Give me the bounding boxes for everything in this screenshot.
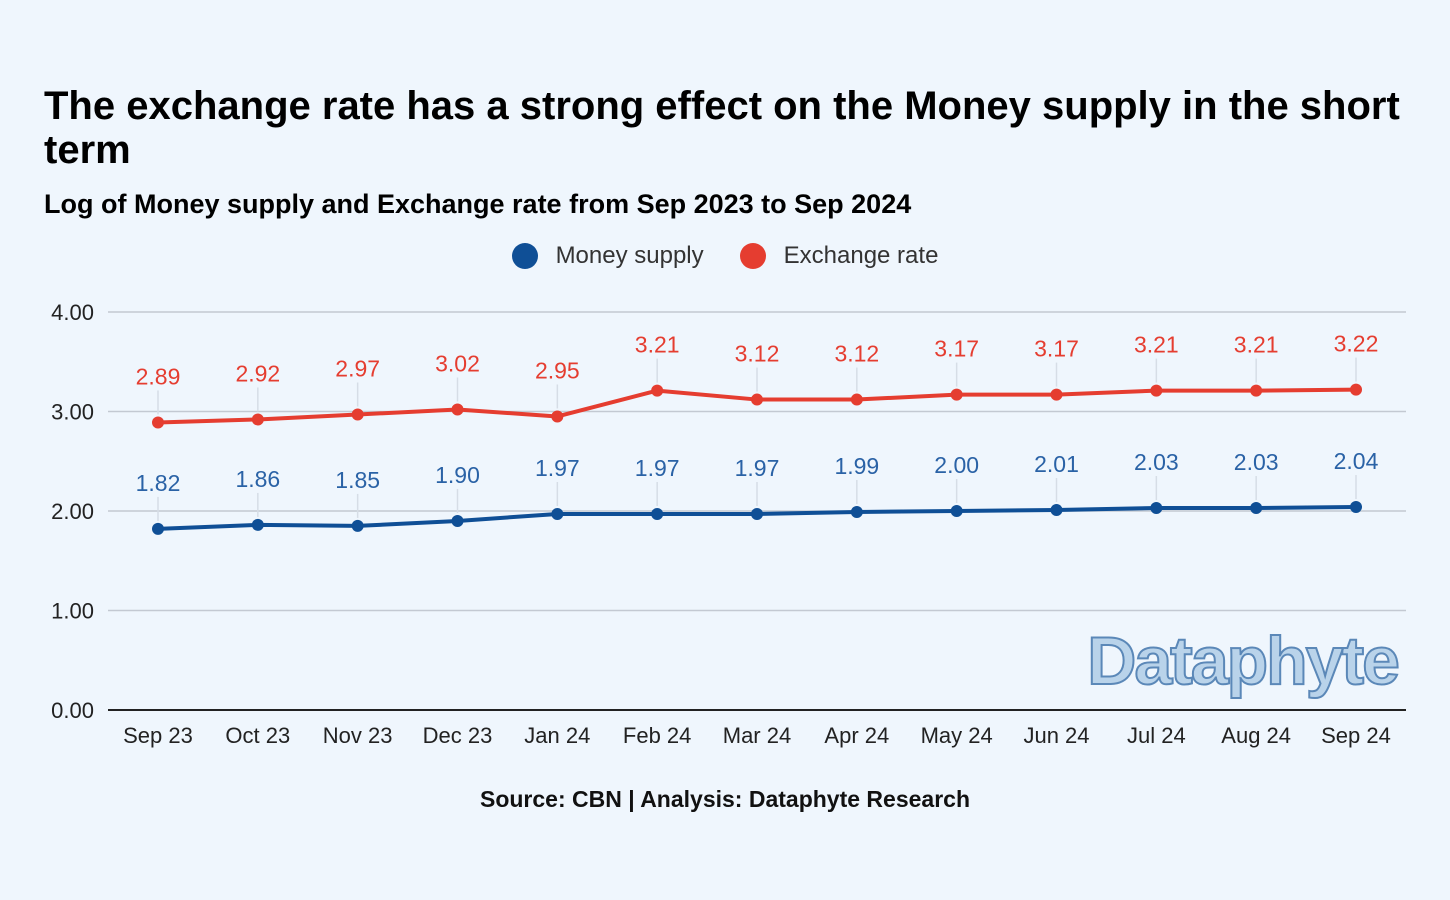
chart-title: The exchange rate has a strong effect on…: [44, 84, 1400, 172]
data-label: 3.17: [934, 336, 979, 362]
data-point: [1050, 504, 1063, 517]
x-tick-label: Feb 24: [623, 723, 692, 748]
data-point: [251, 413, 264, 426]
data-point: [950, 388, 963, 401]
data-label: 1.99: [834, 453, 879, 479]
data-point: [551, 410, 564, 423]
data-point: [1250, 502, 1263, 515]
data-point: [651, 507, 664, 520]
watermark-logo: Dataphyte: [1086, 622, 1401, 700]
y-tick-label: 0.00: [51, 698, 94, 723]
data-point: [850, 393, 863, 406]
data-label: 1.82: [136, 470, 181, 496]
data-label: 3.02: [435, 351, 480, 377]
data-point: [1350, 501, 1362, 514]
chart-legend: Money supply Exchange rate: [0, 242, 1450, 270]
data-point: [451, 514, 464, 527]
series-money-supply: 1.82 1.86 1.85 1.90 1.97 1.97 1.97 1.99 2.00 2.01…: [136, 448, 1379, 535]
data-label: 2.04: [1334, 448, 1379, 474]
legend-item-exchange-rate[interactable]: Exchange rate: [739, 242, 939, 270]
data-label: 1.97: [535, 455, 580, 481]
data-label: 3.12: [735, 341, 780, 367]
data-label: 3.22: [1334, 331, 1379, 357]
data-point: [1050, 388, 1063, 401]
x-tick-label: May 24: [921, 723, 993, 748]
data-label: 2.01: [1034, 451, 1079, 477]
data-label: 1.86: [235, 466, 280, 492]
data-label: 1.85: [335, 467, 380, 493]
series-exchange-rate: 2.89 2.92 2.97 3.02 2.95 3.21 3.12 3.12 3.17 3.17…: [136, 331, 1379, 429]
data-point: [751, 507, 763, 520]
y-tick-label: 1.00: [51, 599, 94, 624]
data-point: [850, 505, 863, 518]
x-tick-label: Oct 23: [225, 723, 290, 748]
legend-item-money-supply[interactable]: Money supply: [511, 242, 704, 270]
y-tick-label: 3.00: [51, 400, 94, 425]
x-tick-label: Jan 24: [524, 723, 590, 748]
watermark-text: Dataphyte: [1087, 623, 1398, 699]
data-point: [1350, 383, 1362, 396]
legend-marker-exchange-rate: [739, 243, 766, 269]
data-label: 3.17: [1034, 336, 1079, 362]
y-axis-ticks: 0.00 1.00 2.00 3.00 4.00: [51, 300, 94, 723]
data-label: 2.00: [934, 452, 979, 478]
data-point: [1150, 384, 1163, 397]
data-label: 1.90: [435, 462, 480, 488]
x-tick-label: Dec 23: [423, 723, 493, 748]
data-point: [351, 519, 364, 532]
data-point: [950, 505, 963, 517]
data-point: [651, 384, 664, 397]
x-tick-label: Jul 24: [1127, 723, 1186, 748]
x-tick-label: Sep 24: [1321, 723, 1391, 748]
data-label: 2.97: [335, 355, 380, 381]
series-layer: 1.82 1.86 1.85 1.90 1.97 1.97 1.97 1.99 2.00 2.01…: [136, 331, 1379, 535]
data-label: 3.21: [1234, 332, 1279, 358]
x-tick-label: Sep 23: [123, 723, 193, 748]
data-point: [251, 518, 264, 531]
legend-label-money-supply: Money supply: [555, 242, 704, 269]
data-point: [751, 393, 763, 406]
data-point: [152, 416, 164, 429]
data-label: 2.03: [1134, 449, 1179, 475]
x-tick-label: Nov 23: [323, 723, 393, 748]
data-point: [551, 507, 564, 520]
gridlines: [108, 311, 1406, 711]
x-tick-label: Apr 24: [824, 723, 889, 748]
legend-marker-money-supply: [511, 243, 538, 269]
y-tick-label: 2.00: [51, 499, 94, 524]
data-label: 3.21: [635, 332, 680, 358]
data-label: 2.92: [235, 360, 280, 386]
source-note: Source: CBN | Analysis: Dataphyte Resear…: [479, 786, 971, 812]
data-point: [351, 408, 364, 421]
data-label: 2.03: [1234, 449, 1279, 475]
x-axis-ticks: Sep 23 Oct 23 Nov 23 Dec 23 Jan 24 Feb 24 Mar …: [123, 723, 1391, 748]
data-label: 3.21: [1134, 332, 1179, 358]
legend-label-exchange-rate: Exchange rate: [783, 242, 939, 269]
data-label: 3.12: [834, 341, 879, 367]
data-point: [1150, 502, 1163, 515]
x-tick-label: Mar 24: [723, 723, 791, 748]
data-point: [152, 522, 164, 535]
x-tick-label: Jun 24: [1023, 723, 1089, 748]
data-point: [1250, 384, 1263, 397]
data-label: 2.89: [136, 363, 181, 389]
y-tick-label: 4.00: [51, 300, 94, 325]
data-point: [451, 403, 464, 416]
chart-subtitle: Log of Money supply and Exchange rate fr…: [44, 189, 912, 219]
data-label: 1.97: [735, 455, 780, 481]
x-tick-label: Aug 24: [1221, 723, 1291, 748]
data-label: 1.97: [635, 455, 680, 481]
data-label: 2.95: [535, 357, 580, 383]
